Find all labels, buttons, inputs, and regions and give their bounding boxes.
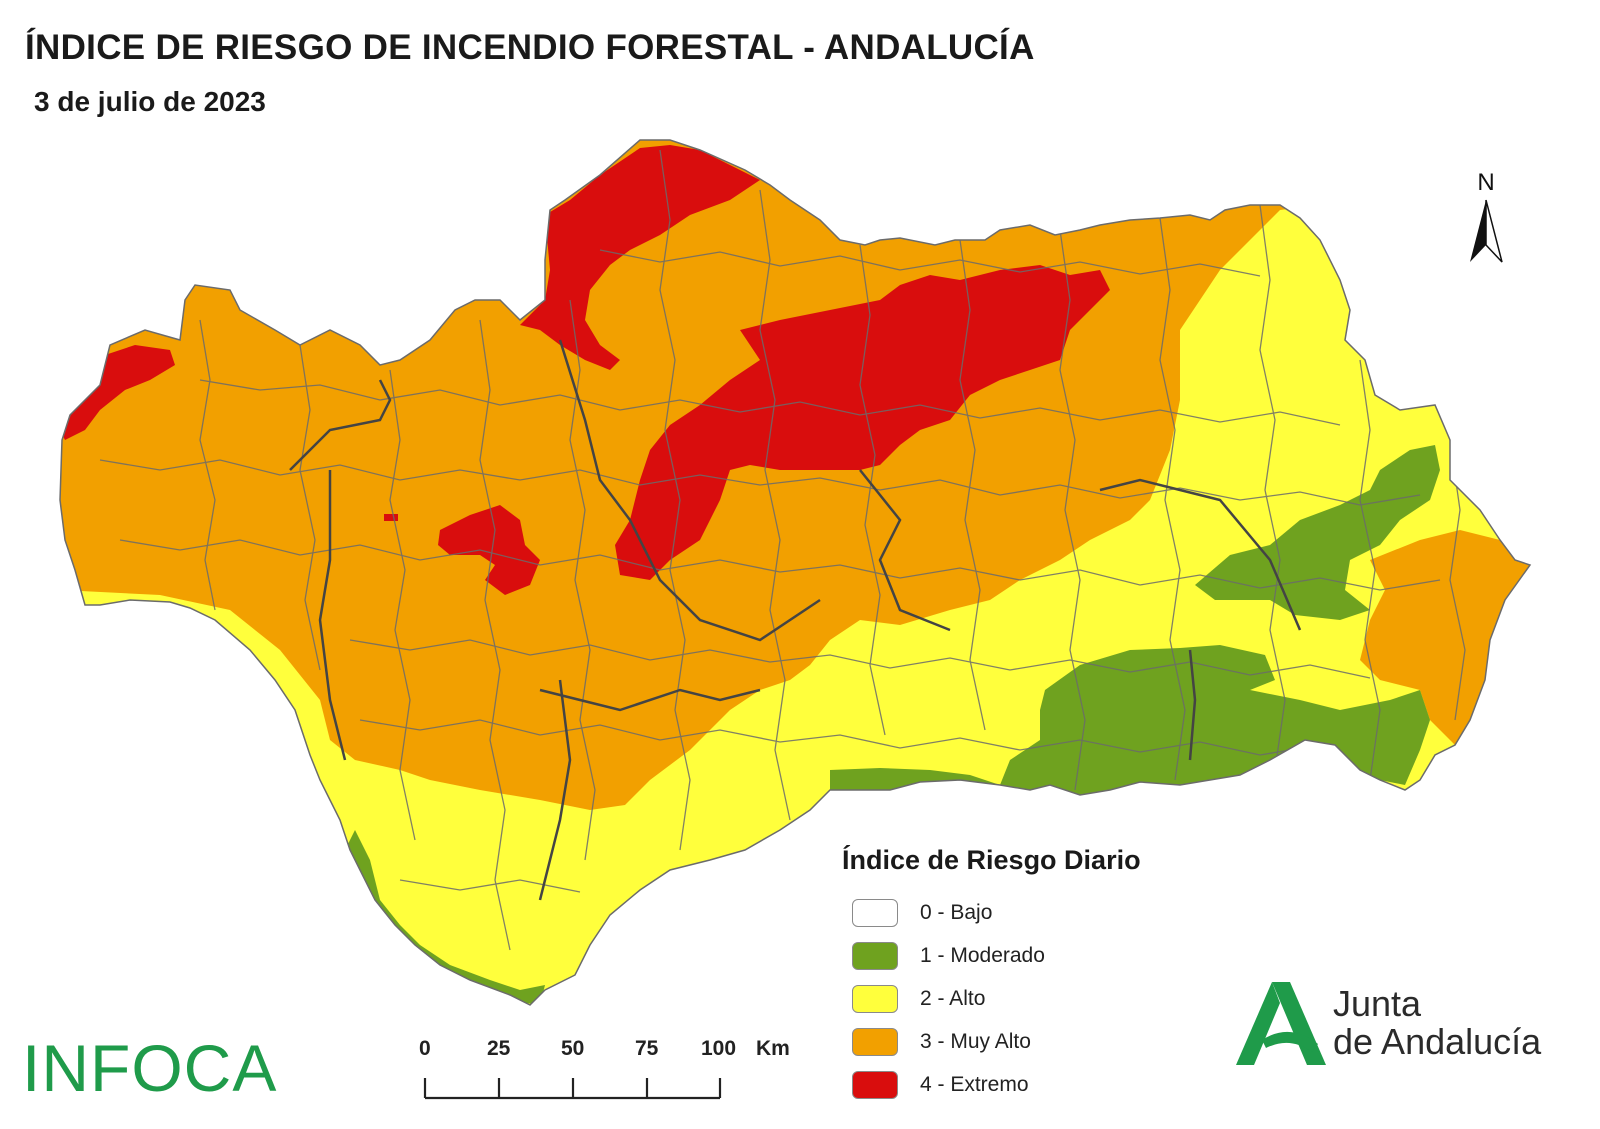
- infoca-logo: INFOCA: [22, 1031, 278, 1105]
- junta-logo-text: Junta de Andalucía: [1333, 985, 1541, 1061]
- legend-title: Índice de Riesgo Diario: [842, 845, 1141, 875]
- junta-logo-icon: [1236, 982, 1326, 1065]
- risk-zone-extremo-north: [520, 145, 760, 370]
- legend-label-bajo: 0 - Bajo: [920, 901, 993, 924]
- risk-zone-extremo-dot: [384, 514, 398, 521]
- scale-bar: [423, 1078, 722, 1100]
- scale-tick-75: 75: [635, 1037, 659, 1060]
- legend-label-muy-alto: 3 - Muy Alto: [920, 1030, 1031, 1053]
- legend-label-alto: 2 - Alto: [920, 987, 986, 1010]
- scale-unit: Km: [756, 1037, 790, 1060]
- scale-tick-0: 0: [419, 1037, 431, 1060]
- legend-label-moderado: 1 - Moderado: [920, 944, 1045, 967]
- north-label: N: [1477, 169, 1494, 196]
- junta-logo-line2: de Andalucía: [1333, 1021, 1542, 1062]
- risk-zone-extremo-central: [615, 265, 1110, 580]
- legend-item-alto: 2 - Alto: [852, 983, 985, 1015]
- legend-item-muy-alto: 3 - Muy Alto: [852, 1026, 1031, 1058]
- scale-tick-50: 50: [561, 1037, 585, 1060]
- north-arrow: N: [1470, 169, 1503, 263]
- map-date: 3 de julio de 2023: [34, 86, 266, 117]
- map-title: ÍNDICE DE RIESGO DE INCENDIO FORESTAL - …: [25, 28, 1035, 67]
- legend-swatch-extremo: [852, 1071, 898, 1099]
- legend-item-moderado: 1 - Moderado: [852, 940, 1045, 972]
- risk-zone-moderado-mid: [1195, 445, 1440, 620]
- legend-swatch-muy-alto: [852, 1028, 898, 1056]
- junta-logo-line1: Junta: [1333, 983, 1422, 1024]
- scale-tick-25: 25: [487, 1037, 511, 1060]
- legend-swatch-bajo: [852, 899, 898, 927]
- region-outline: [59, 139, 1532, 1006]
- legend-swatch-moderado: [852, 942, 898, 970]
- risk-zone-extremo-west: [60, 345, 175, 440]
- risk-zone-moderado-east: [1000, 645, 1430, 795]
- scale-tick-100: 100: [701, 1037, 737, 1060]
- north-arrow-icon: [1470, 200, 1486, 262]
- risk-zone-extremo-sevilla: [438, 505, 540, 595]
- legend-label-extremo: 4 - Extremo: [920, 1073, 1029, 1096]
- legend-swatch-alto: [852, 985, 898, 1013]
- risk-zone-muy-alto-east: [1360, 530, 1530, 745]
- legend-item-extremo: 4 - Extremo: [852, 1069, 1029, 1101]
- legend-item-bajo: 0 - Bajo: [852, 897, 992, 929]
- province-boundaries: [289, 339, 1302, 901]
